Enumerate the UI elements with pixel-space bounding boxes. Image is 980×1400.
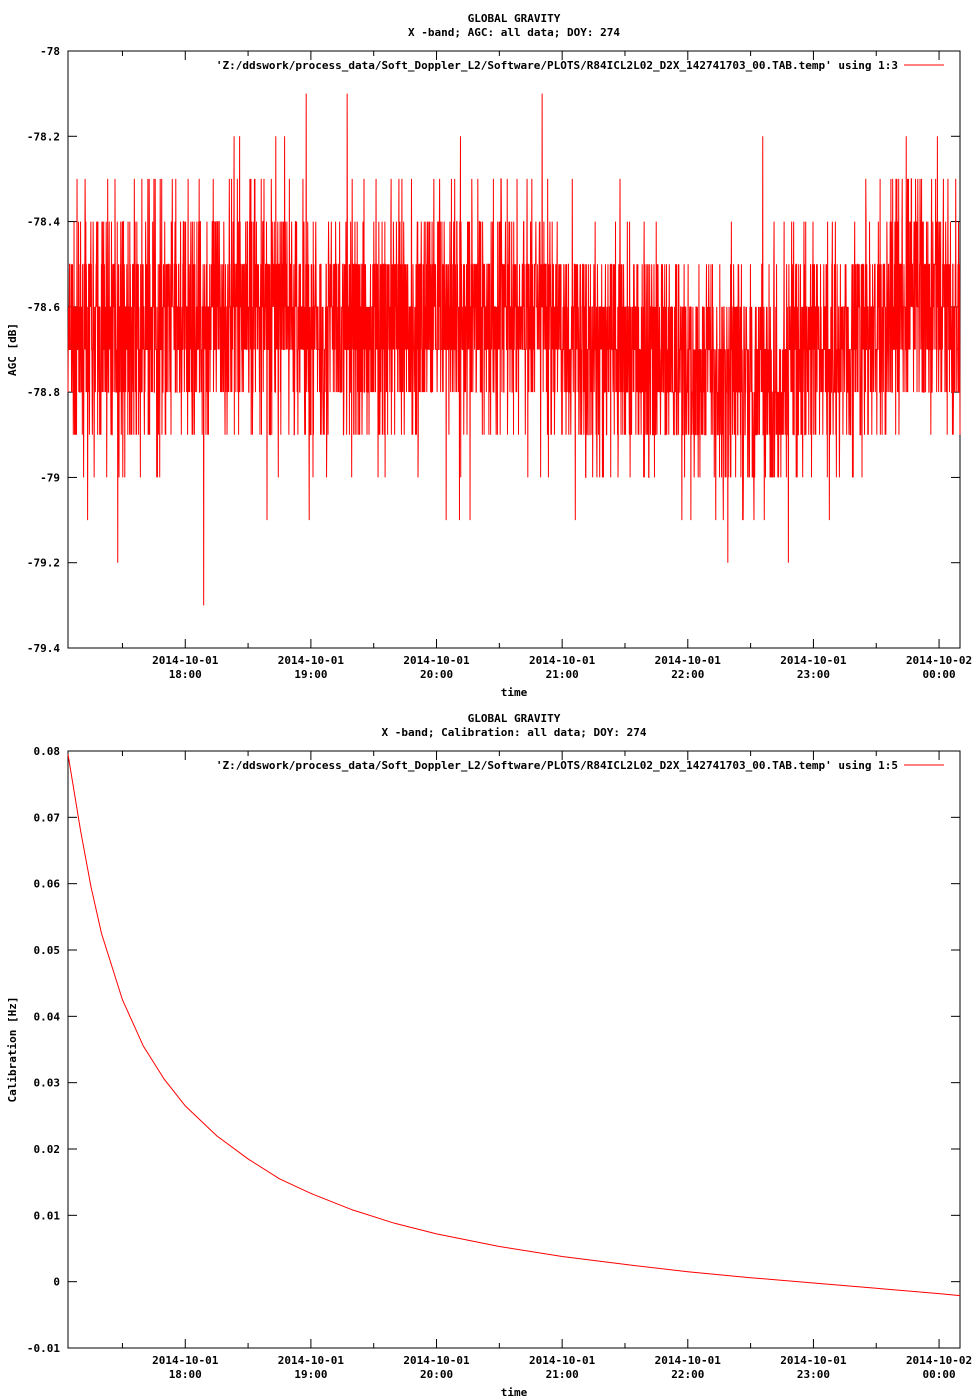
x-tick-date: 2014-10-01 xyxy=(780,654,847,667)
x-tick-time: 22:00 xyxy=(671,668,704,681)
y-tick-label: -78.2 xyxy=(27,130,60,143)
chart-subtitle: X -band; AGC: all data; DOY: 274 xyxy=(408,26,620,39)
y-tick-label: -79.4 xyxy=(27,642,60,655)
y-tick-label: -78.8 xyxy=(27,386,60,399)
y-tick-label: -79 xyxy=(40,471,60,484)
x-tick-date: 2014-10-01 xyxy=(529,1354,596,1367)
x-tick-date: 2014-10-02 xyxy=(906,1354,972,1367)
chart-title: GLOBAL GRAVITY xyxy=(468,12,561,25)
x-tick-date: 2014-10-01 xyxy=(152,654,219,667)
y-tick-label: 0.01 xyxy=(34,1209,61,1222)
y-tick-label: 0.05 xyxy=(34,944,61,957)
y-tick-label: 0.03 xyxy=(34,1077,61,1090)
y-tick-label: 0.08 xyxy=(34,745,61,758)
x-tick-time: 20:00 xyxy=(420,668,453,681)
y-tick-label: 0.04 xyxy=(34,1010,61,1023)
x-tick-date: 2014-10-02 xyxy=(906,654,972,667)
legend-label: 'Z:/ddswork/process_data/Soft_Doppler_L2… xyxy=(216,759,898,772)
series-line xyxy=(67,754,961,1297)
plot-frame xyxy=(67,750,961,1349)
y-tick-label: -78.4 xyxy=(27,216,60,229)
y-axis-label: AGC [dB] xyxy=(6,323,19,376)
y-axis-label: Calibration [Hz] xyxy=(6,997,19,1103)
x-tick-date: 2014-10-01 xyxy=(278,1354,345,1367)
x-tick-time: 00:00 xyxy=(922,1368,955,1381)
x-tick-date: 2014-10-01 xyxy=(529,654,596,667)
x-tick-time: 18:00 xyxy=(169,668,202,681)
x-tick-time: 23:00 xyxy=(797,1368,830,1381)
x-tick-date: 2014-10-01 xyxy=(655,654,722,667)
x-tick-time: 21:00 xyxy=(546,1368,579,1381)
x-tick-time: 19:00 xyxy=(294,668,327,681)
legend-label: 'Z:/ddswork/process_data/Soft_Doppler_L2… xyxy=(216,59,898,72)
x-tick-time: 19:00 xyxy=(294,1368,327,1381)
series-line xyxy=(67,93,961,606)
y-tick-label: 0.06 xyxy=(34,878,61,891)
x-tick-time: 21:00 xyxy=(546,668,579,681)
x-tick-time: 22:00 xyxy=(671,1368,704,1381)
x-tick-date: 2014-10-01 xyxy=(152,1354,219,1367)
x-tick-date: 2014-10-01 xyxy=(403,1354,470,1367)
y-tick-label: -78.6 xyxy=(27,301,60,314)
x-tick-time: 18:00 xyxy=(169,1368,202,1381)
y-tick-label: 0.07 xyxy=(34,811,61,824)
x-axis-label: time xyxy=(501,1386,528,1399)
x-tick-date: 2014-10-01 xyxy=(278,654,345,667)
chart-subtitle: X -band; Calibration: all data; DOY: 274 xyxy=(382,726,647,739)
x-tick-date: 2014-10-01 xyxy=(655,1354,722,1367)
x-tick-time: 20:00 xyxy=(420,1368,453,1381)
y-tick-label: -79.2 xyxy=(27,557,60,570)
y-tick-label: 0.02 xyxy=(34,1143,61,1156)
y-tick-label: -0.01 xyxy=(27,1342,60,1355)
x-tick-date: 2014-10-01 xyxy=(403,654,470,667)
y-tick-label: -78 xyxy=(40,45,60,58)
x-tick-time: 23:00 xyxy=(797,668,830,681)
x-tick-time: 00:00 xyxy=(922,668,955,681)
x-axis-label: time xyxy=(501,686,528,699)
x-tick-date: 2014-10-01 xyxy=(780,1354,847,1367)
chart-title: GLOBAL GRAVITY xyxy=(468,712,561,725)
y-tick-label: 0 xyxy=(53,1276,60,1289)
